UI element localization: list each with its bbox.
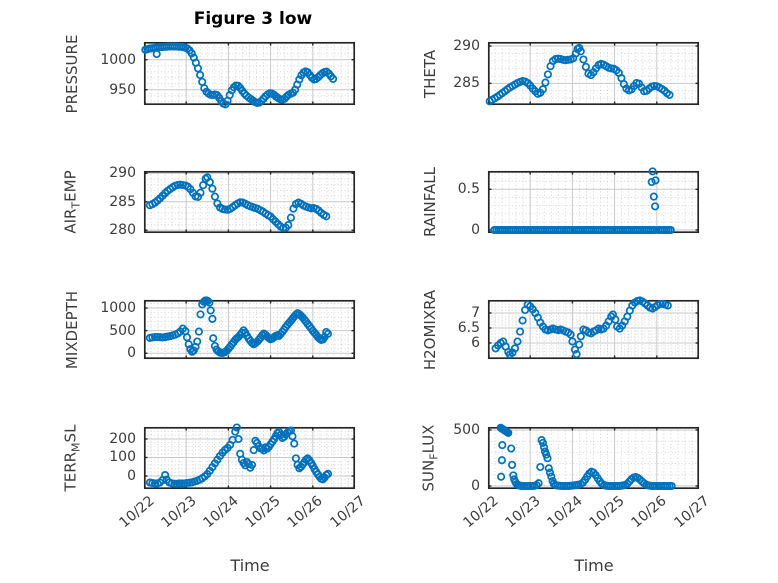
- plot-h2omixra: [487, 296, 700, 360]
- plot-terr-msl: [143, 423, 356, 490]
- y-tick-label: 280: [109, 222, 136, 239]
- ylabel-air-temp: AIRTEMP: [61, 170, 83, 234]
- x-tick-label: 10/25: [586, 493, 628, 532]
- x-tick-label: 10/25: [242, 493, 284, 532]
- y-tick-label: 0: [127, 467, 136, 484]
- y-tick-label: 7: [471, 304, 480, 321]
- x-axis-label-left: Time: [230, 556, 270, 575]
- y-tick-label: 1000: [100, 51, 136, 68]
- ylabel-sun-flux: SUNFLUX: [419, 424, 441, 492]
- y-tick-label: 285: [453, 75, 480, 92]
- scatter-series: [145, 423, 333, 488]
- y-tick-label: 0: [127, 345, 136, 362]
- ylabel-mixdepth: MIXDEPTH: [63, 290, 81, 369]
- ylabel-pressure: PRESSURE: [63, 34, 81, 113]
- scatter-series: [145, 296, 333, 357]
- ylabel-theta: THETA: [421, 49, 439, 98]
- x-tick-label: 10/22: [460, 493, 502, 532]
- x-tick-label: 10/27: [671, 493, 713, 532]
- y-tick-label: 6.5: [457, 319, 480, 336]
- x-tick-label: 10/26: [284, 493, 327, 532]
- x-tick-label: 10/23: [502, 493, 544, 532]
- y-tick-label: 0: [471, 221, 480, 238]
- axis-box: [143, 426, 356, 490]
- plot-rainfall: [487, 167, 700, 235]
- y-tick-label: 200: [109, 430, 136, 447]
- axis-box: [143, 299, 356, 360]
- plot-pressure: [141, 41, 356, 109]
- axis-box: [487, 41, 700, 106]
- y-tick-label: 285: [109, 193, 136, 210]
- x-tick-label: 10/27: [327, 493, 369, 532]
- x-tick-label: 10/24: [544, 493, 586, 532]
- scatter-series: [141, 42, 338, 109]
- ylabel-terr-msl: TERRMSL: [61, 424, 83, 492]
- axis-box: [487, 426, 700, 490]
- x-tick-label: 10/23: [158, 493, 200, 532]
- y-tick-label: 950: [109, 81, 136, 98]
- scatter-series: [491, 296, 672, 359]
- y-tick-label: 290: [453, 38, 480, 55]
- minor-grid: [488, 171, 699, 233]
- y-tick-label: 0: [471, 477, 480, 494]
- ylabel-rainfall: RAINFALL: [421, 167, 439, 237]
- y-tick-label: 290: [109, 165, 136, 182]
- scatter-series: [496, 423, 676, 491]
- plot-air-temp: [143, 170, 356, 234]
- x-tick-label: 10/24: [200, 493, 242, 532]
- minor-grid: [488, 427, 699, 489]
- axis-box: [143, 170, 356, 234]
- x-tick-label: 10/22: [116, 493, 158, 532]
- ylabel-h2omixra: H2OMIXRA: [421, 289, 439, 370]
- x-axis-label-right: Time: [574, 556, 614, 575]
- plot-mixdepth: [143, 296, 356, 360]
- x-tick-label: 10/26: [628, 493, 671, 532]
- scatter-series: [485, 43, 674, 106]
- y-tick-label: 0.5: [457, 181, 480, 198]
- y-tick-label: 500: [109, 322, 136, 339]
- plot-theta: [485, 41, 700, 106]
- y-tick-label: 500: [453, 422, 480, 438]
- plot-sun-flux: [487, 423, 700, 491]
- y-tick-label: 6: [471, 334, 480, 351]
- scatter-series: [145, 173, 331, 233]
- figure-title: Figure 3 low: [193, 9, 313, 29]
- y-tick-label: 1000: [100, 300, 136, 317]
- scatter-series: [490, 167, 675, 235]
- y-tick-label: 100: [109, 449, 136, 466]
